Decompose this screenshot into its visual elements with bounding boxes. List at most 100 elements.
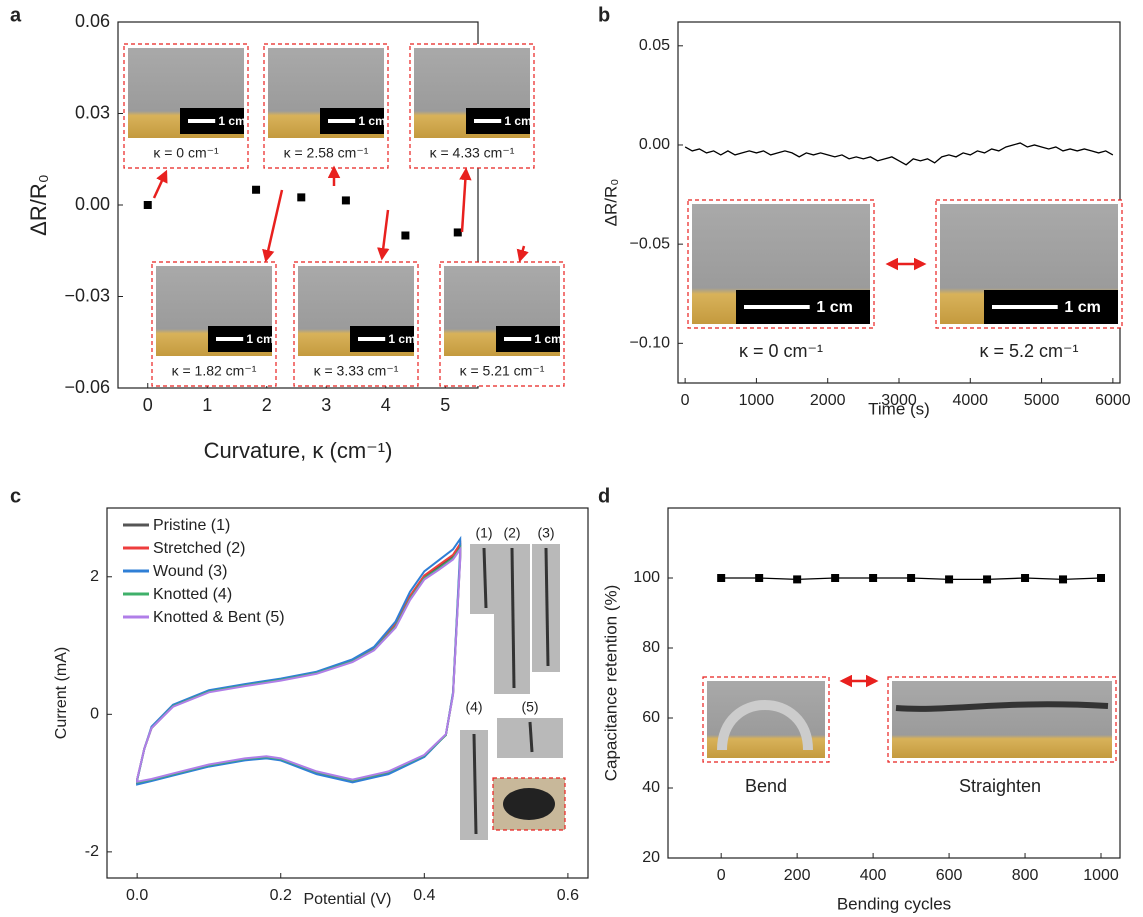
data-point [945, 575, 953, 583]
cv-curve [137, 548, 460, 783]
inset-label: κ = 2.58 cm⁻¹ [284, 145, 369, 161]
legend-label: Knotted (4) [153, 586, 232, 603]
fiber [512, 548, 514, 688]
inset-label: κ = 5.21 cm⁻¹ [460, 363, 545, 379]
data-point [252, 186, 260, 194]
scale-bar-label: 1 cm [218, 114, 245, 128]
body: 012345−0.06−0.030.000.030.06Curvature, κ… [0, 0, 1143, 917]
panel-label: a [10, 4, 22, 26]
image-label: (3) [537, 525, 554, 541]
inset-label: κ = 0 cm⁻¹ [739, 341, 823, 361]
data-line [685, 143, 1113, 165]
x-tick-label: 0.4 [413, 887, 435, 904]
y-axis-label: Current (mA) [53, 647, 70, 739]
page: Figure {"chart_data": [ {"type": "scatte… [0, 0, 1143, 917]
image-label: (4) [465, 699, 482, 715]
arrow [154, 172, 166, 198]
inset-label: κ = 1.82 cm⁻¹ [172, 363, 257, 379]
x-tick-label: 2 [262, 395, 272, 415]
scale-bar-label: 1 cm [504, 114, 531, 128]
x-tick-label: 6000 [1095, 392, 1131, 409]
data-point [342, 196, 350, 204]
y-tick-label: −0.03 [64, 285, 110, 305]
y-tick-label: −0.05 [630, 235, 671, 252]
x-tick-label: 3 [321, 395, 331, 415]
figure: 012345−0.06−0.030.000.030.06Curvature, κ… [0, 0, 1143, 917]
data-point [907, 574, 915, 582]
data-point [983, 575, 991, 583]
cv-curve [137, 546, 460, 783]
image-label: (1) [475, 525, 492, 541]
y-axis-label: ΔR/R₀ [601, 179, 620, 227]
inset-photo [892, 681, 1112, 758]
y-tick-label: 20 [642, 849, 660, 866]
arrow [462, 170, 466, 232]
legend-label: Wound (3) [153, 563, 227, 580]
x-tick-label: 0.2 [270, 887, 292, 904]
x-axis-label: Potential (V) [303, 891, 391, 908]
x-tick-label: 4000 [952, 392, 988, 409]
x-axis-label: Bending cycles [837, 894, 951, 913]
data-point [401, 232, 409, 240]
fiber [484, 548, 486, 608]
y-tick-label: −0.10 [630, 335, 671, 352]
data-point [793, 575, 801, 583]
y-tick-label: 0.05 [639, 37, 670, 54]
x-tick-label: 1 [202, 395, 212, 415]
knot [503, 788, 555, 820]
arrow [520, 246, 524, 260]
x-tick-label: 1000 [1083, 867, 1119, 884]
scale-bar-label: 1 cm [358, 114, 385, 128]
inset-label: κ = 3.33 cm⁻¹ [314, 363, 399, 379]
data-point [717, 574, 725, 582]
image-label: (5) [521, 699, 538, 715]
x-tick-label: 200 [784, 867, 811, 884]
fiber [530, 722, 532, 752]
x-tick-label: 0 [681, 392, 690, 409]
scale-bar-label: 1 cm [388, 332, 415, 346]
data-point [454, 228, 462, 236]
x-tick-label: 2000 [810, 392, 846, 409]
x-tick-label: 400 [860, 867, 887, 884]
cv-curve [137, 549, 460, 781]
y-tick-label: 40 [642, 779, 660, 796]
y-tick-label: 60 [642, 709, 660, 726]
x-axis-label: Curvature, κ (cm⁻¹) [204, 438, 393, 463]
data-point [1059, 575, 1067, 583]
y-tick-label: 80 [642, 639, 660, 656]
legend-label: Knotted & Bent (5) [153, 609, 285, 626]
x-tick-label: 1000 [739, 392, 775, 409]
x-tick-label: 0 [717, 867, 726, 884]
y-tick-label: -2 [85, 843, 99, 860]
data-point [144, 201, 152, 209]
scale-bar-label: 1 cm [534, 332, 561, 346]
data-point [831, 574, 839, 582]
y-tick-label: 0.06 [75, 11, 110, 31]
y-tick-label: 0.00 [75, 194, 110, 214]
fiber [474, 734, 476, 834]
arrow [382, 210, 388, 258]
y-tick-label: 0.03 [75, 102, 110, 122]
inset-label: κ = 5.2 cm⁻¹ [979, 341, 1078, 361]
panel-label: c [10, 485, 21, 507]
x-tick-label: 800 [1012, 867, 1039, 884]
annotation: Bend [745, 776, 787, 796]
legend-label: Pristine (1) [153, 517, 230, 534]
legend-label: Stretched (2) [153, 540, 245, 557]
data-point [755, 574, 763, 582]
inset-label: κ = 0 cm⁻¹ [153, 145, 219, 161]
data-point [1021, 574, 1029, 582]
scale-bar-label: 1 cm [816, 299, 852, 316]
annotation: Straighten [959, 776, 1041, 796]
x-tick-label: 5000 [1024, 392, 1060, 409]
y-tick-label: 100 [633, 569, 660, 586]
scale-bar-label: 1 cm [246, 332, 273, 346]
image-label: (2) [503, 525, 520, 541]
x-tick-label: 4 [381, 395, 391, 415]
data-point [869, 574, 877, 582]
x-tick-label: 0.0 [126, 887, 148, 904]
data-point [297, 193, 305, 201]
y-tick-label: 0.00 [639, 136, 670, 153]
scale-bar-label: 1 cm [1064, 299, 1100, 316]
inset-label: κ = 4.33 cm⁻¹ [430, 145, 515, 161]
